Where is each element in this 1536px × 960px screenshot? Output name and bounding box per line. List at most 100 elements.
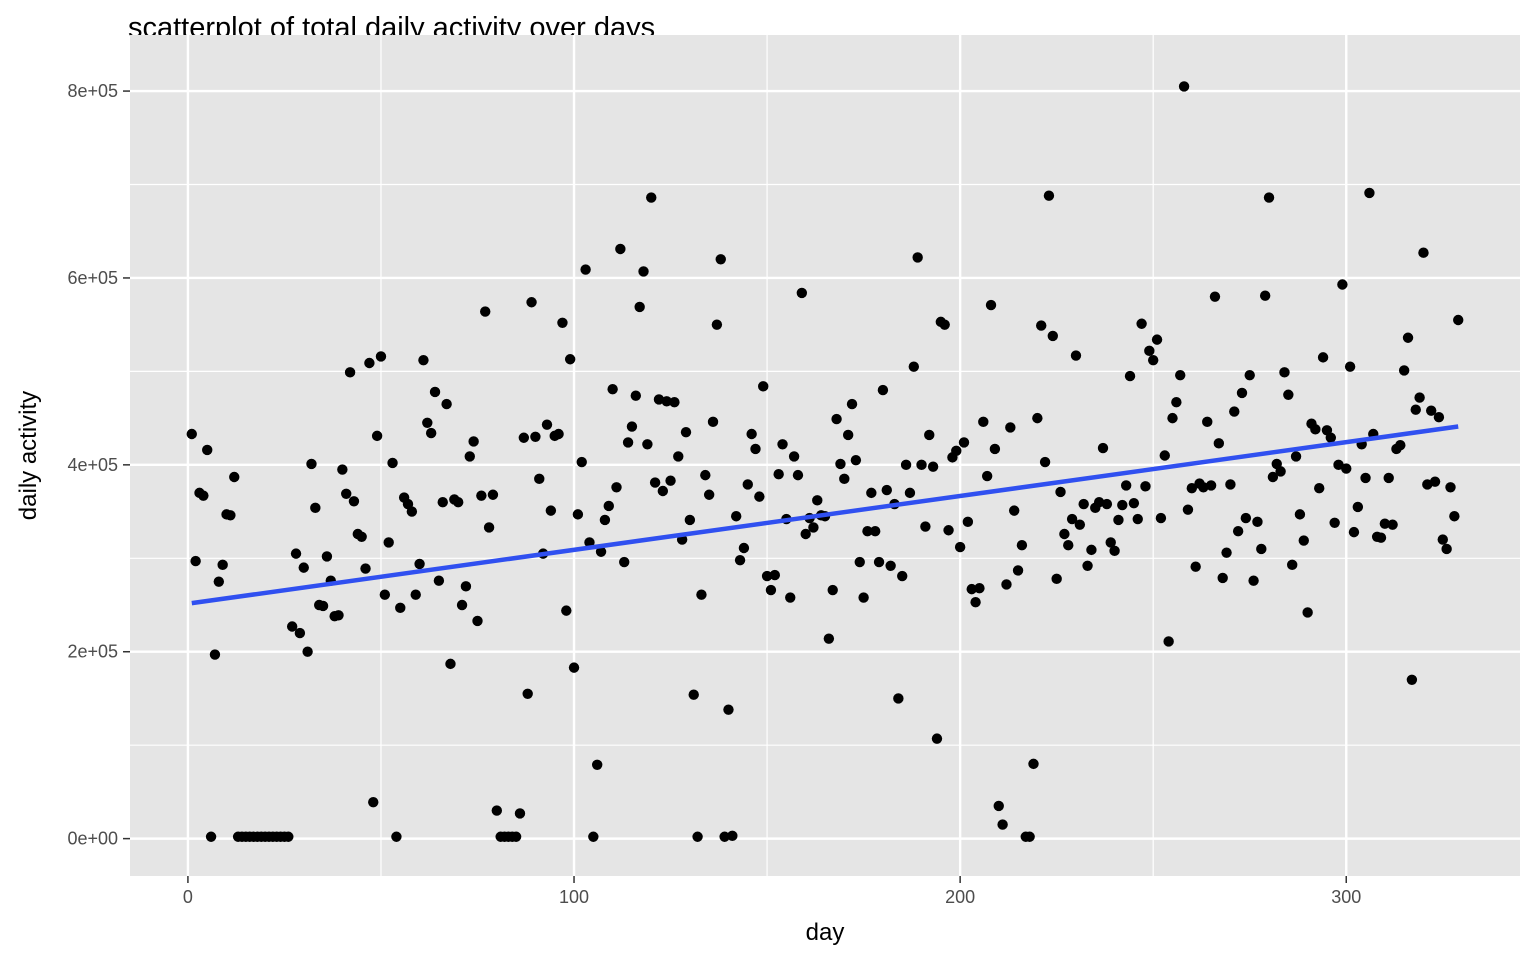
data-point [665,475,676,486]
data-point [306,458,317,470]
data-point [1375,532,1387,543]
data-point [800,528,811,540]
data-point [1086,544,1097,556]
data-point [661,396,672,407]
data-point [688,689,699,700]
data-point [924,429,935,441]
data-point [1097,442,1109,454]
data-point [1333,459,1344,471]
data-point [634,301,645,313]
trend-line [191,424,1459,606]
data-point [1012,565,1024,576]
data-point [680,426,692,438]
data-point [441,398,452,410]
data-point [290,548,302,559]
data-point [858,592,869,603]
x-tick-label: 100 [559,887,589,907]
data-point [1039,456,1051,468]
data-point [526,297,537,308]
data-point [908,361,920,372]
data-point [715,254,726,265]
data-point [719,831,730,842]
y-tick-label: 2e+05 [67,642,118,662]
data-point [217,559,228,571]
data-point [854,556,865,568]
data-point [1232,525,1244,537]
data-point [186,428,197,440]
data-point [1310,424,1321,435]
data-point [541,419,553,430]
data-point [364,357,375,369]
data-point [1425,405,1437,416]
data-point [657,485,669,497]
data-point [619,556,630,568]
data-point [595,546,607,557]
data-point [1294,509,1306,520]
data-point [1383,472,1394,484]
data-point [974,582,985,594]
data-point [480,306,491,317]
data-point [568,662,580,673]
data-point [1279,367,1290,378]
x-axis-ticks: 0 100 200 300 [183,876,1361,907]
data-point [225,510,236,521]
data-point [603,500,614,512]
data-point [1008,505,1020,516]
data-point [1449,511,1460,522]
data-point [1024,831,1035,842]
data-point [703,489,715,500]
data-point [491,805,503,816]
data-point [927,461,939,472]
data-point [1248,575,1259,586]
data-point [808,522,819,533]
data-point [1314,483,1325,494]
data-point [1055,486,1066,498]
data-point [1364,187,1375,199]
data-point [738,542,750,554]
major-gridlines [130,35,1520,876]
data-point [1418,247,1429,258]
data-point [1178,81,1190,92]
data-point [1236,387,1248,399]
data-point [931,733,943,744]
data-point [1151,334,1163,345]
data-point [591,759,603,771]
data-point [734,554,746,566]
data-point [1387,519,1398,530]
data-point [379,589,391,600]
data-point [866,487,877,499]
data-point [545,505,557,516]
x-tick-label: 200 [945,887,975,907]
data-point [395,602,406,614]
data-point [962,516,974,528]
data-point [1155,512,1167,524]
data-point [1063,540,1074,551]
data-point [1290,451,1302,462]
data-point [1136,318,1147,329]
data-point [1132,513,1143,525]
data-point [1298,535,1309,546]
data-point [510,831,522,842]
data-point [1395,440,1406,451]
x-axis-title: day [806,919,845,946]
data-point [1217,572,1228,584]
data-point [904,487,916,499]
data-point [912,252,923,263]
data-point [1286,559,1298,571]
data-point [1445,482,1456,493]
data-point [557,317,568,329]
data-point [1175,369,1186,381]
data-point [746,428,757,440]
data-point [213,576,225,587]
data-point [970,597,981,608]
data-point [626,421,638,432]
data-point [769,569,781,581]
data-point [360,563,371,574]
data-point [777,439,788,450]
data-point [696,589,707,600]
data-point [758,381,769,392]
data-point [1406,674,1418,685]
data-point [1344,361,1356,372]
data-point [1036,320,1047,331]
data-point [1101,498,1113,510]
